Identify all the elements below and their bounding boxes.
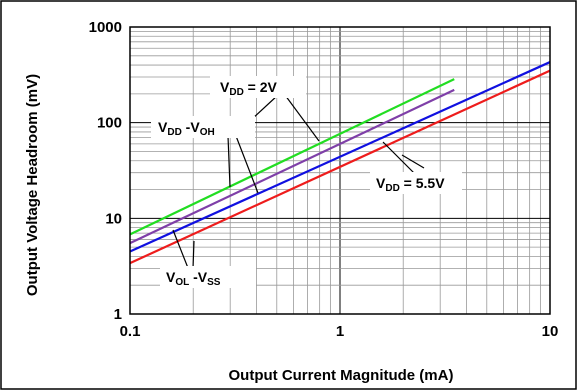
x-tick-label: 1: [336, 323, 344, 340]
leader-volvss-b: [192, 240, 195, 269]
leader-vddvoh-b: [235, 135, 259, 194]
y-tick-label: 100: [97, 115, 122, 132]
y-tick-label: 1: [114, 306, 122, 323]
leader-vddvoh-a: [227, 135, 231, 188]
y-tick-label: 1000: [89, 19, 122, 36]
annotation-vdd-5-5v: VDD = 5.5V: [376, 175, 445, 194]
y-tick-label: 10: [105, 210, 122, 227]
y-axis-label: Output Voltage Headroom (mV): [24, 74, 41, 296]
series-group: [129, 61, 551, 265]
x-tick-label: 0.1: [120, 323, 141, 340]
label-bg-vdd55: [370, 172, 462, 194]
annotations: VDD = 2V VDD -VOH VDD = 5.5V VOL -VSS: [151, 76, 462, 288]
series-line-0: [129, 78, 455, 236]
label-bg-vddvoh: [151, 116, 255, 138]
annotation-vol-vss: VOL -VSS: [166, 269, 221, 288]
leader-volvss-a: [172, 229, 189, 269]
series-line-2: [129, 61, 551, 253]
annotation-vdd-voh: VDD -VOH: [158, 119, 215, 138]
x-tick-label: 10: [542, 323, 559, 340]
leader-vdd55-a: [382, 141, 417, 176]
series-line-3: [129, 69, 551, 265]
leader-vdd55-b: [401, 154, 425, 169]
leader-vdd2v-b: [284, 94, 320, 142]
label-bg-vdd2v: [210, 76, 306, 98]
label-bg-volvss: [160, 266, 256, 288]
x-axis-label: Output Current Magnitude (mA): [229, 367, 454, 384]
plot-frame: [129, 26, 551, 315]
annotation-vdd-2v: VDD = 2V: [220, 79, 278, 98]
series-line-1: [129, 88, 455, 245]
